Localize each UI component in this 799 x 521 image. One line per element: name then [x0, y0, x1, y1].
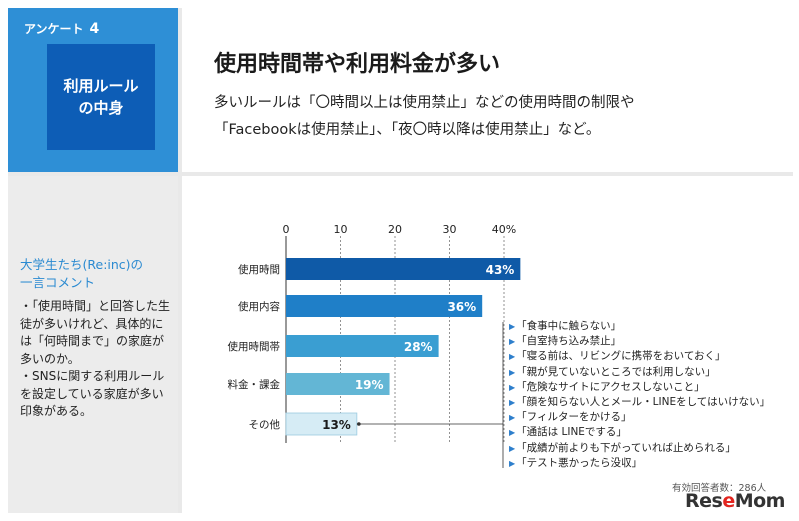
chart-panel — [182, 176, 793, 513]
value-label: 28% — [404, 340, 433, 354]
comment-title: 大学生たち(Re:inc)の 一言コメント — [20, 257, 144, 290]
other-example-item: ▶「食事中に触らない」 — [509, 320, 622, 332]
connector-dot — [357, 422, 361, 426]
survey-label: アンケート 4 — [24, 21, 100, 37]
comment-panel: 大学生たち(Re:inc)の 一言コメント ・「使用時間」と回答した生徒が多いけ… — [8, 176, 178, 513]
other-example-item: ▶「フィルターをかける」 — [509, 411, 632, 424]
bar — [286, 335, 439, 357]
comment-point-2: ・SNSに関する利用ルールを設定している家庭が多い印象がある。 — [20, 369, 165, 418]
other-example-item: ▶「成績が前よりも下がっていれば止められる」 — [509, 441, 736, 454]
x-tick-label: 20 — [388, 223, 402, 236]
comment-point-1: ・「使用時間」と回答した生徒が多いけれど、具体的には「何時間まで」の家庭が多いの… — [20, 299, 171, 366]
category-label: 料金・課金 — [228, 378, 281, 391]
other-example-item: ▶「通話は LINEでする」 — [509, 426, 627, 439]
other-example-item: ▶「顔を知らない人とメール・LINEをしてはいけない」 — [509, 396, 771, 409]
bar — [286, 295, 483, 317]
value-label: 13% — [322, 418, 351, 432]
x-tick-label: 10 — [334, 223, 348, 236]
value-label: 43% — [486, 263, 515, 277]
other-example-item: ▶「テスト悪かったら没収」 — [509, 456, 643, 469]
resemom-logo: ReseMom — [685, 490, 785, 512]
other-rule-examples: ▶「食事中に触らない」 ▶「自室持ち込み禁止」 ▶「寝る前は、リビングに携帯をおいて… — [509, 319, 770, 471]
other-example-item: ▶「寝る前は、リビングに携帯をおいておく」 — [509, 350, 726, 363]
page-title: 使用時間帯や利用料金が多い — [214, 52, 501, 77]
category-label: 使用内容 — [238, 300, 280, 313]
other-example-item: ▶「親が見ていないところでは利用しない」 — [509, 365, 716, 378]
comment-body: ・「使用時間」と回答した生徒が多いけれど、具体的には「何時間まで」の家庭が多いの… — [20, 298, 172, 421]
x-tick-label: 30 — [443, 223, 457, 236]
survey-topic-box: 利用ルール の中身 — [47, 44, 155, 150]
survey-badge: アンケート 4 利用ルール の中身 — [8, 8, 178, 172]
category-label: 使用時間帯 — [228, 340, 281, 353]
header-panel: 使用時間帯や利用料金が多い 多いルールは「〇時間以上は使用禁止」などの使用時間の… — [182, 8, 793, 172]
bar — [286, 373, 390, 395]
x-tick-label: 40% — [492, 223, 516, 236]
other-example-item: ▶「自室持ち込み禁止」 — [509, 335, 622, 348]
value-label: 19% — [355, 378, 384, 392]
category-label: その他 — [249, 418, 281, 431]
survey-topic: 利用ルール の中身 — [63, 77, 139, 117]
bar — [286, 258, 521, 280]
page-description: 多いルールは「〇時間以上は使用禁止」などの使用時間の制限や 「Facebookは… — [214, 95, 635, 138]
respondent-count: 有効回答者数：286人 — [672, 483, 767, 494]
other-example-item: ▶「危険なサイトにアクセスしないこと」 — [509, 380, 705, 393]
x-tick-label: 0 — [283, 223, 290, 236]
category-label: 使用時間 — [238, 263, 280, 276]
value-label: 36% — [447, 300, 476, 314]
